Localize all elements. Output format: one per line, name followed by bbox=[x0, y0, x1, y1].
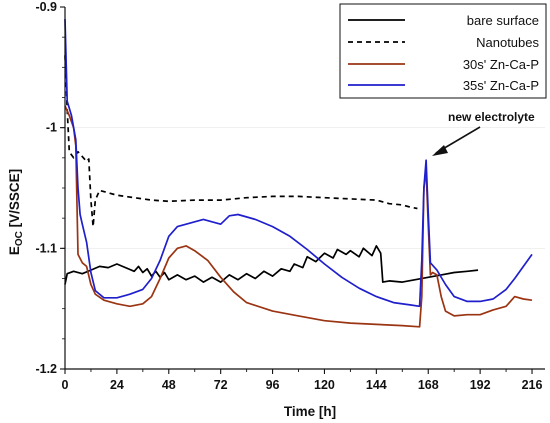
annotation: new electrolyte bbox=[432, 110, 535, 156]
x-tick-label: 96 bbox=[266, 378, 280, 392]
series-line-bare-surface bbox=[64, 245, 479, 285]
x-tick-label: 24 bbox=[110, 378, 124, 392]
y-axis-title-sub: OC bbox=[14, 231, 25, 246]
annotation-text: new electrolyte bbox=[448, 110, 535, 124]
y-tick-label: -1.1 bbox=[35, 241, 57, 255]
y-tick-label: -1 bbox=[46, 121, 57, 135]
x-tick-label: 120 bbox=[314, 378, 335, 392]
y-axis-title-main: E bbox=[7, 246, 22, 255]
y-axis-title-unit: [V/SSCE] bbox=[7, 169, 22, 231]
x-tick-label: 168 bbox=[418, 378, 439, 392]
y-tick-label: -1.2 bbox=[35, 362, 57, 376]
x-tick-label: 144 bbox=[366, 378, 387, 392]
y-ticks: -0.9 -1 -1.1 -1.2 bbox=[35, 0, 65, 376]
legend-label-bare-surface: bare surface bbox=[467, 13, 539, 28]
x-tick-label: 72 bbox=[214, 378, 228, 392]
series-line-35s-zn-ca-p bbox=[64, 19, 533, 308]
x-tick-label: 216 bbox=[522, 378, 543, 392]
x-axis-title: Time [h] bbox=[284, 404, 336, 419]
x-tick-label: 0 bbox=[62, 378, 69, 392]
legend-label-30s: 30s' Zn-Ca-P bbox=[463, 57, 539, 72]
y-axis-title: EOC [V/SSCE] bbox=[7, 169, 25, 255]
y-tick-label: -0.9 bbox=[35, 0, 57, 14]
legend-label-nanotubes: Nanotubes bbox=[476, 35, 539, 50]
series-layer bbox=[64, 19, 533, 328]
x-tick-label: 48 bbox=[162, 378, 176, 392]
x-tick-label: 192 bbox=[470, 378, 491, 392]
annotation-arrowhead bbox=[432, 145, 448, 156]
legend-label-35s: 35s' Zn-Ca-P bbox=[463, 78, 539, 93]
series-line-30s-zn-ca-p bbox=[64, 105, 533, 328]
legend: bare surface Nanotubes 30s' Zn-Ca-P 35s'… bbox=[339, 3, 547, 99]
x-ticks: 0 24 48 72 96 120 144 168 192 216 bbox=[62, 369, 543, 392]
